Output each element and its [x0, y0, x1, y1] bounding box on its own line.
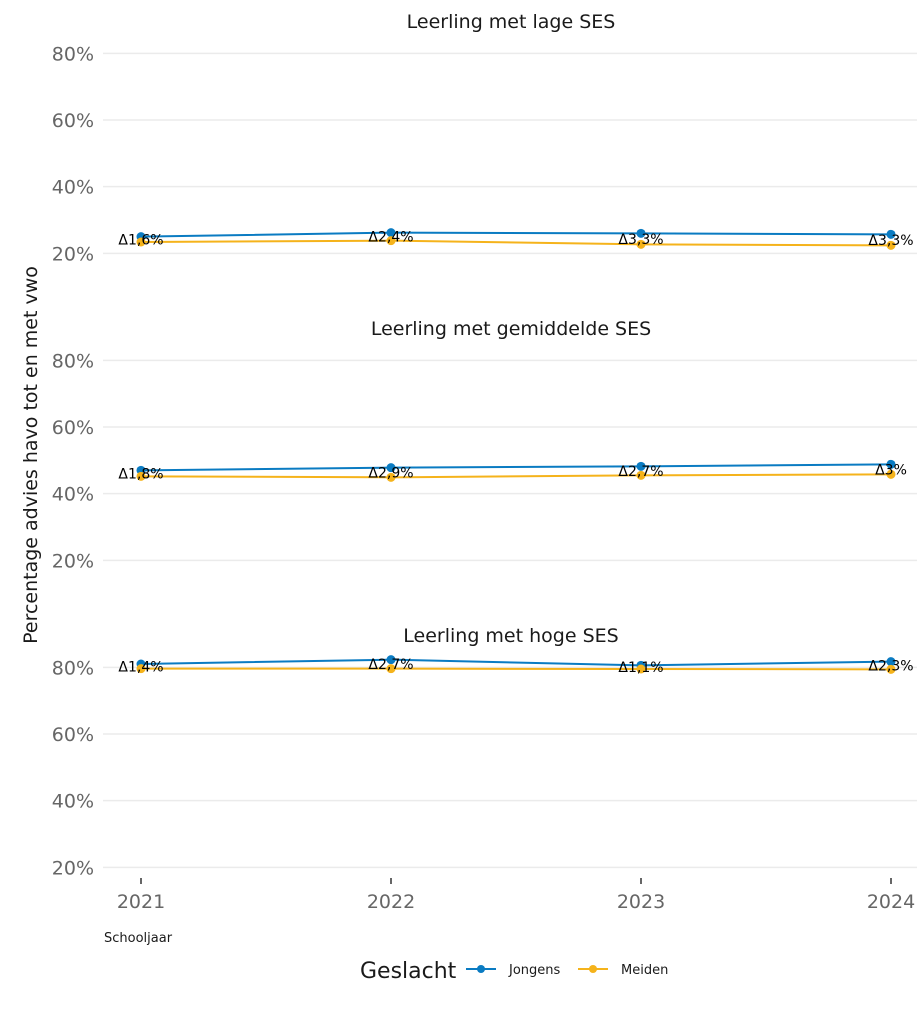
series-line-meiden [141, 667, 892, 671]
y-tick-label: 80% [52, 43, 94, 65]
y-axis-title: Percentage advies havo tot en met vwo [20, 266, 42, 644]
difference-label: Δ2,4% [368, 230, 413, 246]
difference-label: Δ1,6% [118, 232, 163, 248]
data-point-meiden [636, 239, 646, 249]
difference-label: Δ1,8% [118, 466, 163, 482]
difference-label: Δ1,1% [618, 660, 663, 676]
y-tick-label: 60% [52, 110, 94, 132]
y-tick-label: 20% [52, 550, 94, 572]
legend-item-label: Jongens [508, 963, 561, 978]
difference-label: Δ2,3% [868, 659, 913, 675]
difference-label: Δ3,3% [618, 232, 663, 248]
data-point-meiden [136, 664, 146, 674]
legend-title: Geslacht [360, 959, 457, 984]
label-layer: Leerling met lage SES Δ1,6% Δ2,4% Δ3,3% Δ3,3… [118, 11, 913, 676]
data-point-jongens [386, 228, 396, 238]
y-tick-label: 20% [52, 857, 94, 879]
difference-label: Δ2,7% [618, 464, 663, 480]
y-tick-label: 80% [52, 350, 94, 372]
data-point-jongens [386, 463, 396, 473]
data-point-meiden [386, 472, 396, 482]
series-line-jongens [140, 231, 892, 238]
data-point-meiden [636, 470, 646, 480]
y-tick-label: 40% [52, 791, 94, 813]
x-tick-label: 2021 [117, 891, 165, 913]
panel-title: Leerling met hoge SES [403, 625, 618, 647]
legend-swatch-point [589, 965, 597, 973]
x-tick-label: 2023 [617, 891, 665, 913]
data-point-meiden [886, 664, 896, 674]
y-tick-label: 60% [52, 417, 94, 439]
data-point-jongens [636, 461, 646, 471]
data-point-meiden [636, 664, 646, 674]
y-tick-label: 60% [52, 724, 94, 746]
data-point-meiden [886, 469, 896, 479]
data-point-jongens [386, 655, 396, 665]
difference-label: Δ2,9% [368, 466, 413, 482]
series-line-jongens [140, 463, 892, 472]
y-tick-label: 80% [52, 657, 94, 679]
difference-label: Δ1,4% [118, 659, 163, 675]
y-tick-label: 40% [52, 484, 94, 506]
data-point-jongens [886, 459, 896, 469]
y-tick-label: 40% [52, 177, 94, 199]
series-line-jongens [140, 658, 892, 667]
data-point-meiden [386, 236, 396, 246]
panel-title: Leerling met gemiddelde SES [371, 318, 651, 340]
data-point-jongens [886, 657, 896, 667]
legend-items: Jongens Meiden [466, 963, 668, 978]
x-tick-label: 2024 [867, 891, 915, 913]
axis-layer: 20% 40% 60% 80% 20% 40% 60% 80% 20% 40% 60% 80% 2021… [52, 43, 915, 913]
difference-label: Δ3% [875, 462, 907, 478]
data-point-jongens [636, 228, 646, 238]
legend: Geslacht Jongens Meiden [360, 959, 668, 984]
x-tick-label: 2022 [367, 891, 415, 913]
difference-label: Δ3,3% [868, 233, 913, 249]
series-layer [136, 228, 896, 674]
x-axis-title: Schooljaar [104, 931, 173, 946]
data-point-meiden [386, 664, 396, 674]
series-line-meiden [140, 473, 892, 479]
panel-title: Leerling met lage SES [407, 11, 616, 33]
series-line-meiden [140, 239, 892, 247]
difference-label: Δ2,7% [368, 657, 413, 673]
data-point-meiden [136, 471, 146, 481]
legend-swatch-point [477, 965, 485, 973]
data-point-jongens [886, 229, 896, 239]
y-tick-label: 20% [52, 243, 94, 265]
legend-item-label: Meiden [621, 963, 668, 978]
data-point-meiden [136, 237, 146, 247]
data-point-meiden [886, 240, 896, 250]
grid-layer [103, 52, 917, 869]
